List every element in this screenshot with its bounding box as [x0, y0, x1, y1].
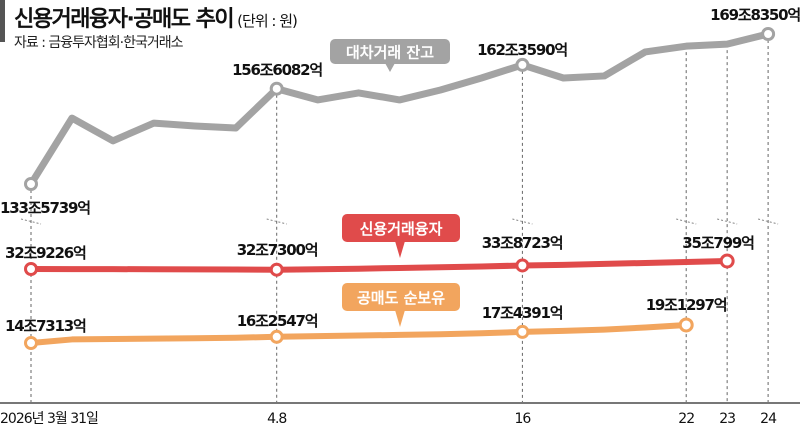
data-point — [761, 27, 776, 41]
legend-callout-1: 신용거래융자 — [342, 214, 460, 258]
data-label: 14조7313억 — [5, 317, 86, 335]
callout-pointer — [385, 63, 395, 72]
callout-pointer — [395, 241, 405, 258]
axis-break-mark — [20, 218, 42, 225]
data-label: 32조9226억 — [5, 244, 86, 262]
axis-break-mark — [266, 218, 287, 225]
data-point — [24, 177, 38, 191]
legend-label: 신용거래융자 — [360, 220, 443, 238]
data-point — [515, 57, 530, 72]
series-line-0 — [27, 30, 772, 188]
legend-callout-2: 공매도 순보유 — [342, 283, 460, 327]
legend-callout-0: 대차거래 잔고 — [330, 39, 450, 72]
data-point — [269, 329, 284, 344]
series-line-1 — [28, 258, 731, 273]
data-point — [24, 336, 38, 350]
x-tick-label: 16 — [514, 411, 531, 427]
data-label: 19조1297억 — [646, 296, 727, 314]
data-label: 35조799억 — [682, 234, 754, 252]
data-point — [269, 81, 284, 96]
data-point — [719, 253, 735, 269]
callout-box — [330, 39, 450, 64]
callout-box — [342, 214, 460, 242]
x-tick-label: 2026년 3월 31일 — [0, 411, 98, 427]
title-accent-bar — [0, 0, 5, 42]
legend-label: 대차거래 잔고 — [346, 44, 434, 62]
data-label: 33조8723억 — [482, 234, 563, 252]
callout-pointer — [395, 310, 405, 327]
data-label: 162조3590억 — [477, 41, 567, 59]
data-label: 17조4391억 — [482, 304, 563, 322]
data-label: 156조6082억 — [232, 61, 322, 79]
data-label: 32조7300억 — [237, 241, 318, 259]
axis-break-mark — [676, 218, 697, 225]
axis-break-mark — [512, 218, 533, 225]
data-point — [269, 262, 284, 277]
unit-label: (단위 : 원) — [237, 12, 298, 30]
data-label: 169조8350억 — [710, 6, 800, 24]
data-point — [515, 258, 530, 273]
x-tick-label: 24 — [760, 411, 777, 427]
axis-break-mark — [717, 218, 738, 225]
legend-label: 공매도 순보유 — [357, 289, 445, 307]
chart-title: 신용거래융자·공매도 추이 (단위 : 원) — [14, 1, 298, 33]
title-text: 신용거래융자·공매도 추이 — [14, 7, 235, 32]
source-note: 자료 : 금융투자협회·한국거래소 — [14, 35, 184, 51]
x-tick-label: 4.8 — [267, 411, 286, 427]
x-tick-label: 23 — [719, 411, 735, 427]
data-label: 133조5739억 — [0, 199, 90, 217]
data-point — [24, 262, 38, 276]
data-label: 16조2547억 — [237, 312, 318, 330]
x-tick-label: 22 — [678, 411, 694, 427]
data-point — [678, 317, 694, 333]
series-line-2 — [28, 321, 690, 346]
callout-box — [342, 283, 460, 311]
axis-break-mark — [757, 218, 779, 225]
data-point — [515, 324, 530, 339]
